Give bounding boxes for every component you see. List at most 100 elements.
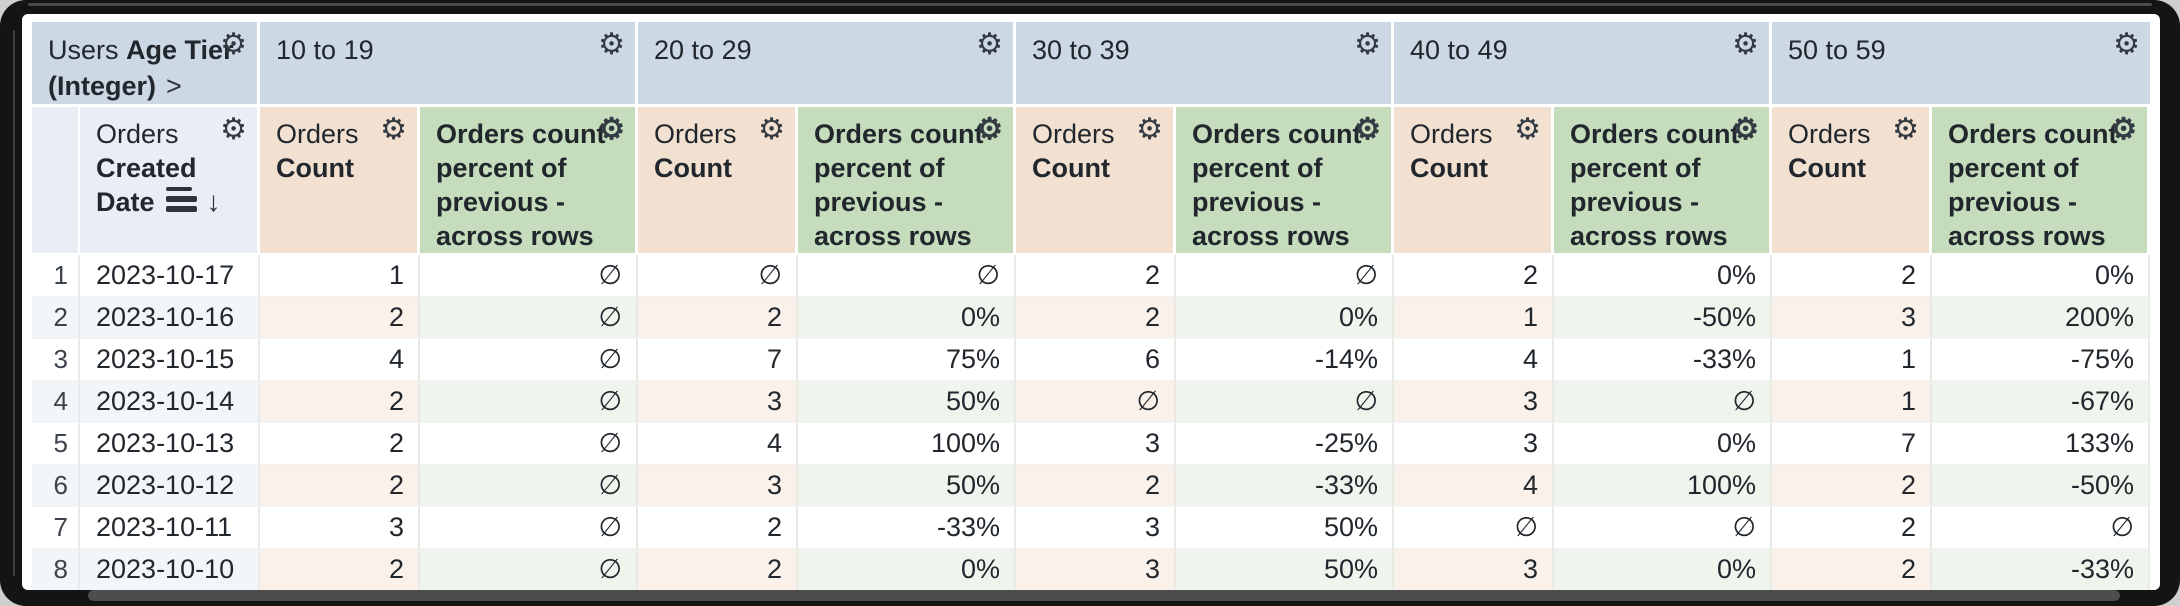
percent-cell[interactable]: 75% xyxy=(798,339,1017,381)
percent-cell[interactable]: -67% xyxy=(1932,381,2151,423)
pivot-value-header[interactable]: 40 to 49 ⚙ xyxy=(1394,22,1773,107)
percent-cell[interactable]: 0% xyxy=(1554,255,1773,297)
gear-icon[interactable]: ⚙ xyxy=(1514,113,1542,146)
count-cell[interactable]: 1 xyxy=(1772,381,1933,423)
percent-cell[interactable]: ∅ xyxy=(420,507,639,549)
count-cell[interactable]: 2 xyxy=(1016,465,1177,507)
date-cell[interactable]: 2023-10-16 xyxy=(80,297,261,339)
percent-cell[interactable]: 50% xyxy=(798,381,1017,423)
count-cell[interactable]: 4 xyxy=(1394,339,1555,381)
count-cell[interactable]: 3 xyxy=(638,465,799,507)
count-cell[interactable]: 1 xyxy=(260,255,421,297)
count-cell[interactable]: 2 xyxy=(260,549,421,590)
measure-header-percent[interactable]: Orders count percent of previous - acros… xyxy=(798,107,1017,255)
pivot-dimension-header[interactable]: Users Age Tier (Integer) > ⚙ xyxy=(32,22,261,107)
count-cell[interactable]: 3 xyxy=(1394,381,1555,423)
count-cell[interactable]: 3 xyxy=(1772,297,1933,339)
measure-header-percent[interactable]: Orders count percent of previous - acros… xyxy=(1176,107,1395,255)
count-cell[interactable]: 7 xyxy=(1772,423,1933,465)
count-cell[interactable]: 3 xyxy=(1016,507,1177,549)
percent-cell[interactable]: -50% xyxy=(1554,297,1773,339)
gear-icon[interactable]: ⚙ xyxy=(220,113,248,146)
percent-cell[interactable]: ∅ xyxy=(798,255,1017,297)
row-dimension-header[interactable]: Orders Created Date ↓ ⚙ xyxy=(80,107,261,255)
pivot-value-header[interactable]: 10 to 19 ⚙ xyxy=(260,22,639,107)
count-cell[interactable]: 3 xyxy=(1016,423,1177,465)
count-cell[interactable]: 3 xyxy=(260,507,421,549)
date-cell[interactable]: 2023-10-15 xyxy=(80,339,261,381)
count-cell[interactable]: 7 xyxy=(638,339,799,381)
count-cell[interactable]: 2 xyxy=(1772,549,1933,590)
date-cell[interactable]: 2023-10-17 xyxy=(80,255,261,297)
percent-cell[interactable]: 50% xyxy=(1176,549,1395,590)
horizontal-scrollbar-thumb[interactable] xyxy=(88,590,2120,601)
percent-cell[interactable]: -25% xyxy=(1176,423,1395,465)
count-cell[interactable]: 6 xyxy=(1016,339,1177,381)
gear-icon[interactable]: ⚙ xyxy=(1892,113,1920,146)
date-cell[interactable]: 2023-10-11 xyxy=(80,507,261,549)
count-cell[interactable]: ∅ xyxy=(1394,507,1555,549)
percent-cell[interactable]: 100% xyxy=(798,423,1017,465)
percent-cell[interactable]: ∅ xyxy=(420,381,639,423)
gear-icon[interactable]: ⚙ xyxy=(1732,113,1760,146)
percent-cell[interactable]: ∅ xyxy=(420,255,639,297)
count-cell[interactable]: 2 xyxy=(1394,255,1555,297)
count-cell[interactable]: 3 xyxy=(1394,549,1555,590)
percent-cell[interactable]: ∅ xyxy=(1932,507,2151,549)
measure-header-count[interactable]: Orders Count ⚙ xyxy=(638,107,799,255)
count-cell[interactable]: 2 xyxy=(260,465,421,507)
percent-cell[interactable]: ∅ xyxy=(1554,507,1773,549)
count-cell[interactable]: 1 xyxy=(1394,297,1555,339)
gear-icon[interactable]: ⚙ xyxy=(220,28,248,61)
count-cell[interactable]: 3 xyxy=(1394,423,1555,465)
percent-cell[interactable]: 0% xyxy=(1554,423,1773,465)
date-cell[interactable]: 2023-10-13 xyxy=(80,423,261,465)
percent-cell[interactable]: 0% xyxy=(798,549,1017,590)
gear-icon[interactable]: ⚙ xyxy=(1354,113,1382,146)
count-cell[interactable]: 1 xyxy=(1772,339,1933,381)
gear-icon[interactable]: ⚙ xyxy=(976,28,1004,61)
measure-header-percent[interactable]: Orders count percent of previous - acros… xyxy=(1554,107,1773,255)
count-cell[interactable]: 4 xyxy=(260,339,421,381)
measure-header-count[interactable]: Orders Count ⚙ xyxy=(1016,107,1177,255)
count-cell[interactable]: ∅ xyxy=(638,255,799,297)
percent-cell[interactable]: -33% xyxy=(1176,465,1395,507)
percent-cell[interactable]: ∅ xyxy=(420,297,639,339)
percent-cell[interactable]: -50% xyxy=(1932,465,2151,507)
gear-icon[interactable]: ⚙ xyxy=(1136,113,1164,146)
count-cell[interactable]: 2 xyxy=(1772,465,1933,507)
gear-icon[interactable]: ⚙ xyxy=(380,113,408,146)
date-cell[interactable]: 2023-10-12 xyxy=(80,465,261,507)
count-cell[interactable]: 3 xyxy=(638,381,799,423)
gear-icon[interactable]: ⚙ xyxy=(1354,28,1382,61)
percent-cell[interactable]: 0% xyxy=(1554,549,1773,590)
count-cell[interactable]: 2 xyxy=(1772,255,1933,297)
percent-cell[interactable]: -75% xyxy=(1932,339,2151,381)
percent-cell[interactable]: 50% xyxy=(1176,507,1395,549)
gear-icon[interactable]: ⚙ xyxy=(758,113,786,146)
percent-cell[interactable]: 133% xyxy=(1932,423,2151,465)
count-cell[interactable]: 4 xyxy=(638,423,799,465)
percent-cell[interactable]: 100% xyxy=(1554,465,1773,507)
percent-cell[interactable]: ∅ xyxy=(1554,381,1773,423)
percent-cell[interactable]: 0% xyxy=(798,297,1017,339)
date-cell[interactable]: 2023-10-10 xyxy=(80,549,261,590)
percent-cell[interactable]: 0% xyxy=(1932,255,2151,297)
count-cell[interactable]: 2 xyxy=(1772,507,1933,549)
percent-cell[interactable]: -33% xyxy=(1932,549,2151,590)
gear-icon[interactable]: ⚙ xyxy=(976,113,1004,146)
measure-header-percent[interactable]: Orders count percent of previous - acros… xyxy=(420,107,639,255)
percent-cell[interactable]: ∅ xyxy=(420,465,639,507)
count-cell[interactable]: 2 xyxy=(260,381,421,423)
percent-cell[interactable]: 50% xyxy=(798,465,1017,507)
count-cell[interactable]: ∅ xyxy=(1016,381,1177,423)
expand-chevron-icon[interactable]: > xyxy=(166,71,182,101)
percent-cell[interactable]: 0% xyxy=(1176,297,1395,339)
pivot-value-header[interactable]: 20 to 29 ⚙ xyxy=(638,22,1017,107)
measure-header-count[interactable]: Orders Count ⚙ xyxy=(1394,107,1555,255)
pivot-value-header[interactable]: 30 to 39 ⚙ xyxy=(1016,22,1395,107)
measure-header-count[interactable]: Orders Count ⚙ xyxy=(260,107,421,255)
count-cell[interactable]: 2 xyxy=(638,549,799,590)
percent-cell[interactable]: ∅ xyxy=(420,339,639,381)
percent-cell[interactable]: ∅ xyxy=(1176,381,1395,423)
